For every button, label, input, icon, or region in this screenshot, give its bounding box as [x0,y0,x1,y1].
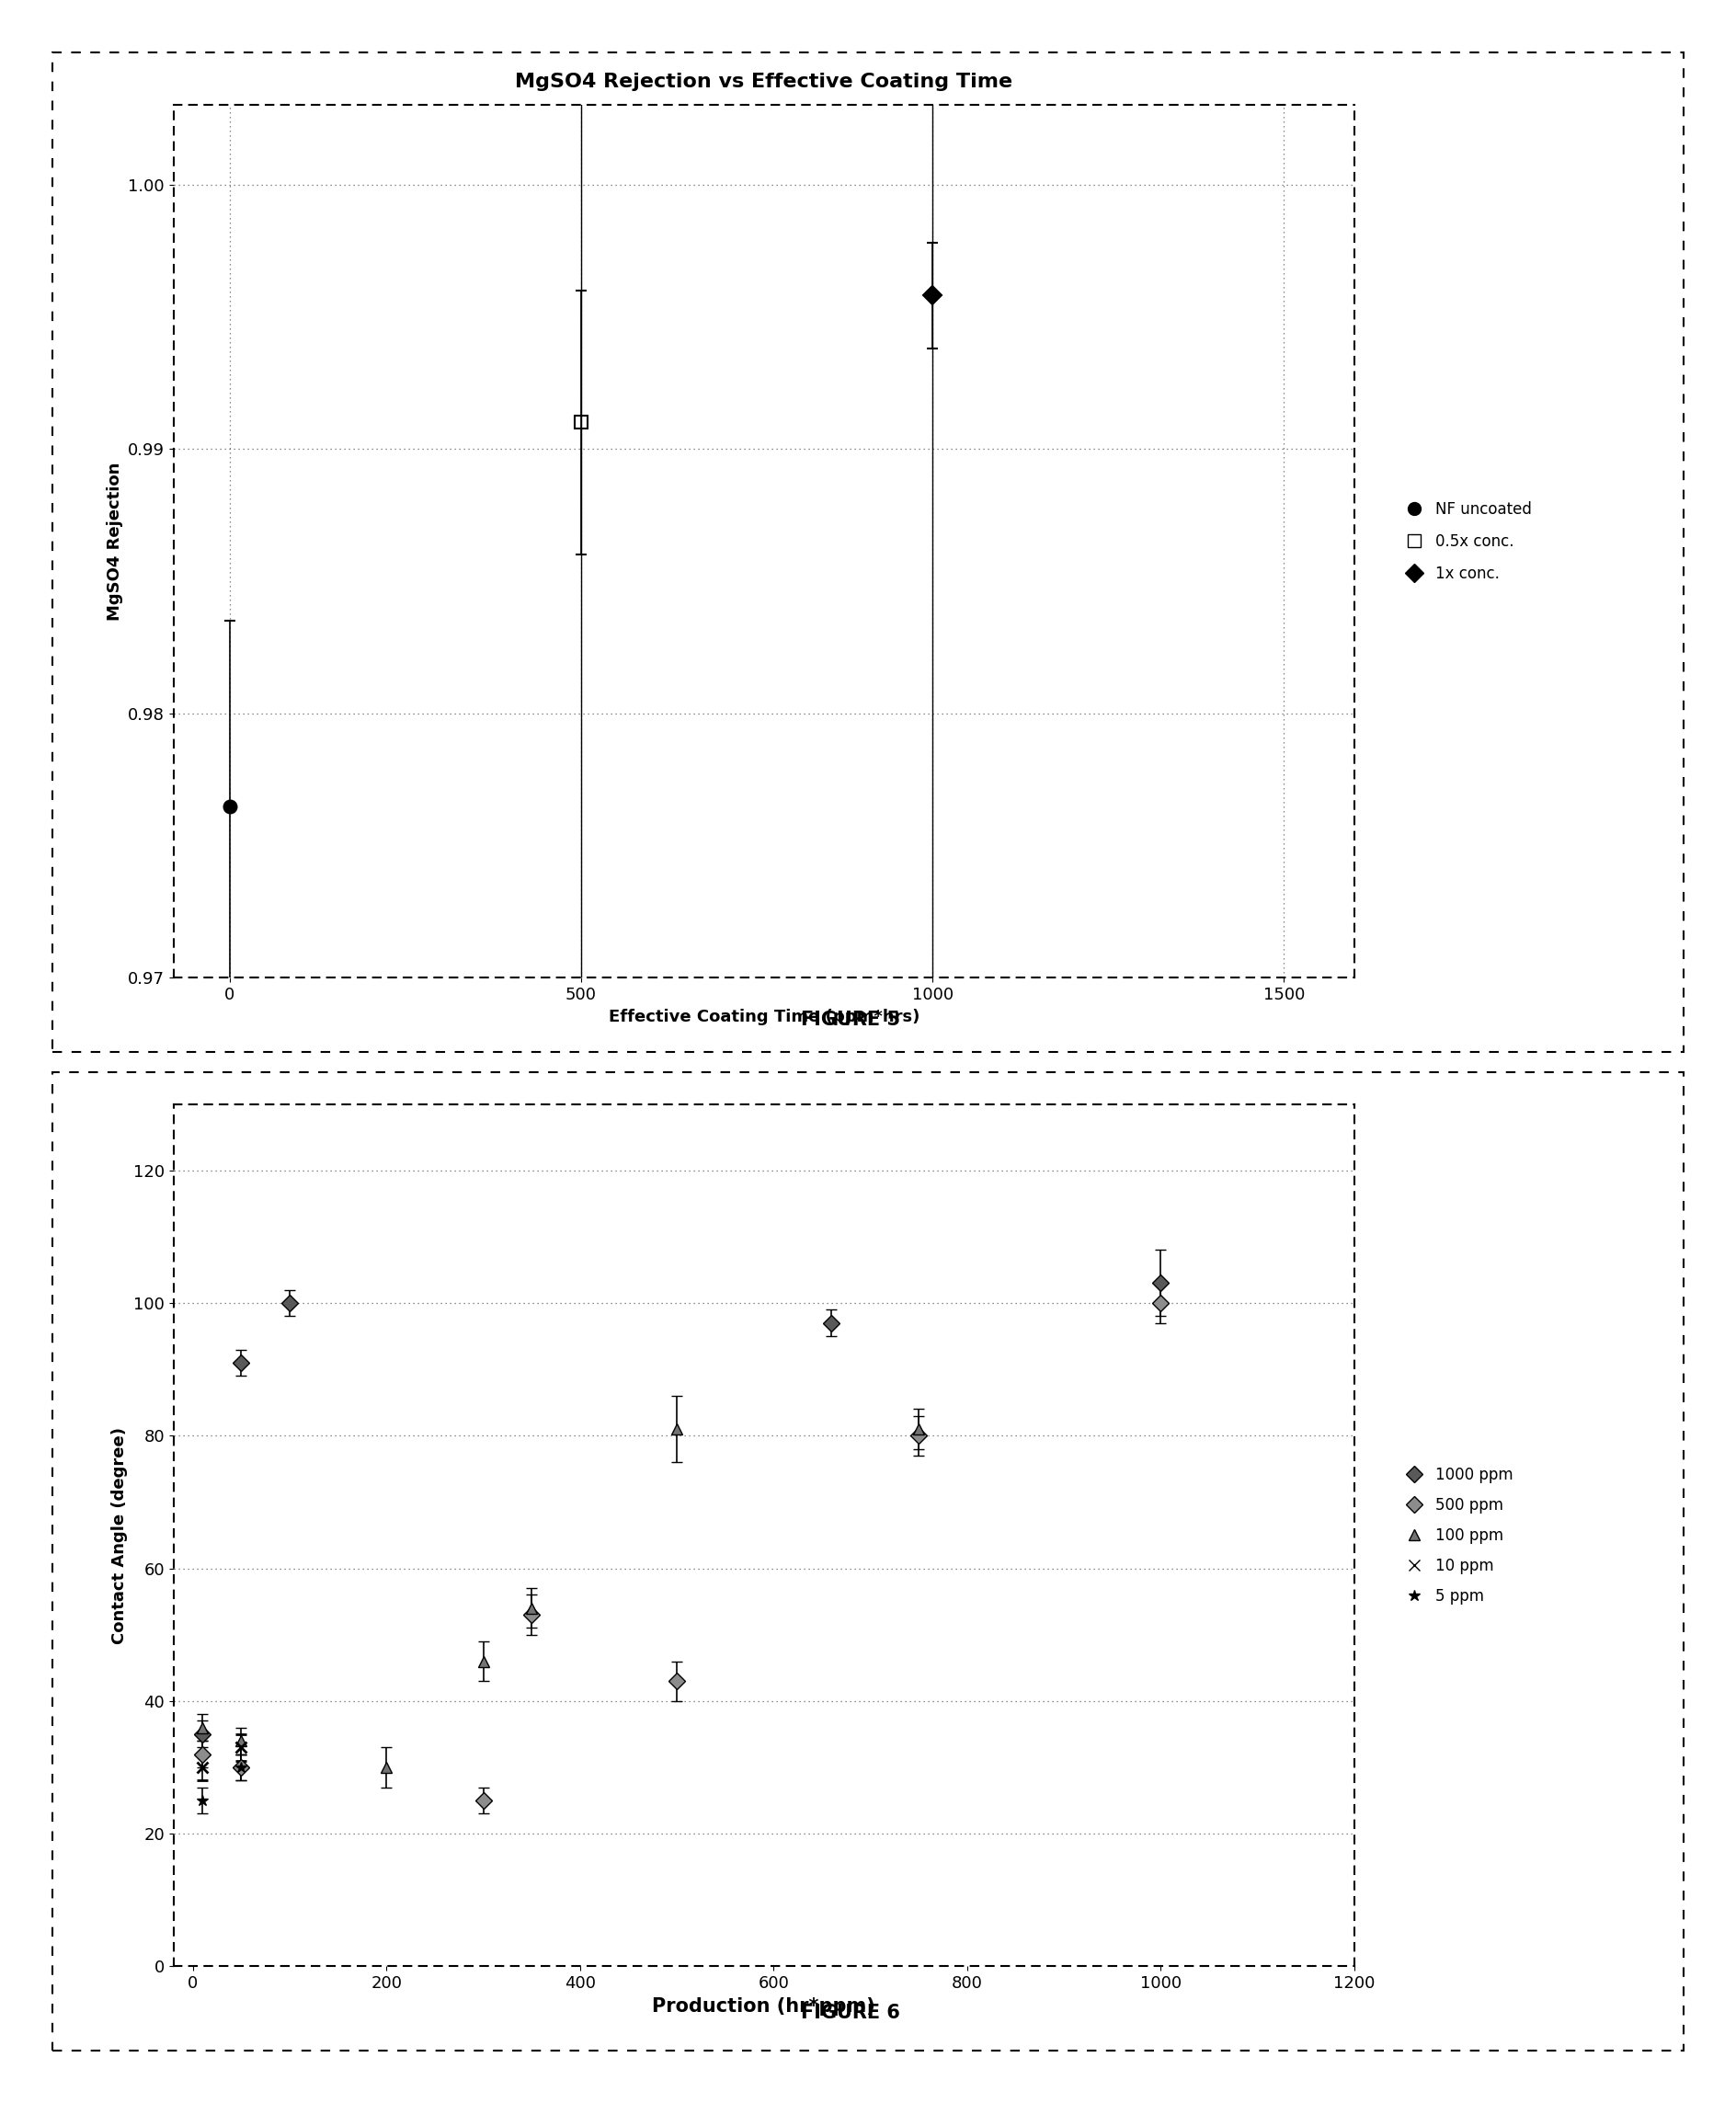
Legend: 1000 ppm, 500 ppm, 100 ppm, 10 ppm, 5 ppm: 1000 ppm, 500 ppm, 100 ppm, 10 ppm, 5 pp… [1397,1459,1521,1611]
X-axis label: Production (hr*ppm): Production (hr*ppm) [653,1998,875,2015]
Text: FIGURE 6: FIGURE 6 [800,2004,901,2021]
Legend: NF uncoated, 0.5x conc., 1x conc.: NF uncoated, 0.5x conc., 1x conc. [1397,494,1540,589]
Y-axis label: MgSO4 Rejection: MgSO4 Rejection [106,463,123,620]
Text: FIGURE 5: FIGURE 5 [800,1012,901,1028]
X-axis label: Effective Coating Time (ppm*hrs): Effective Coating Time (ppm*hrs) [608,1009,920,1024]
Title: MgSO4 Rejection vs Effective Coating Time: MgSO4 Rejection vs Effective Coating Tim… [516,74,1012,90]
Y-axis label: Contact Angle (degree): Contact Angle (degree) [111,1426,128,1645]
